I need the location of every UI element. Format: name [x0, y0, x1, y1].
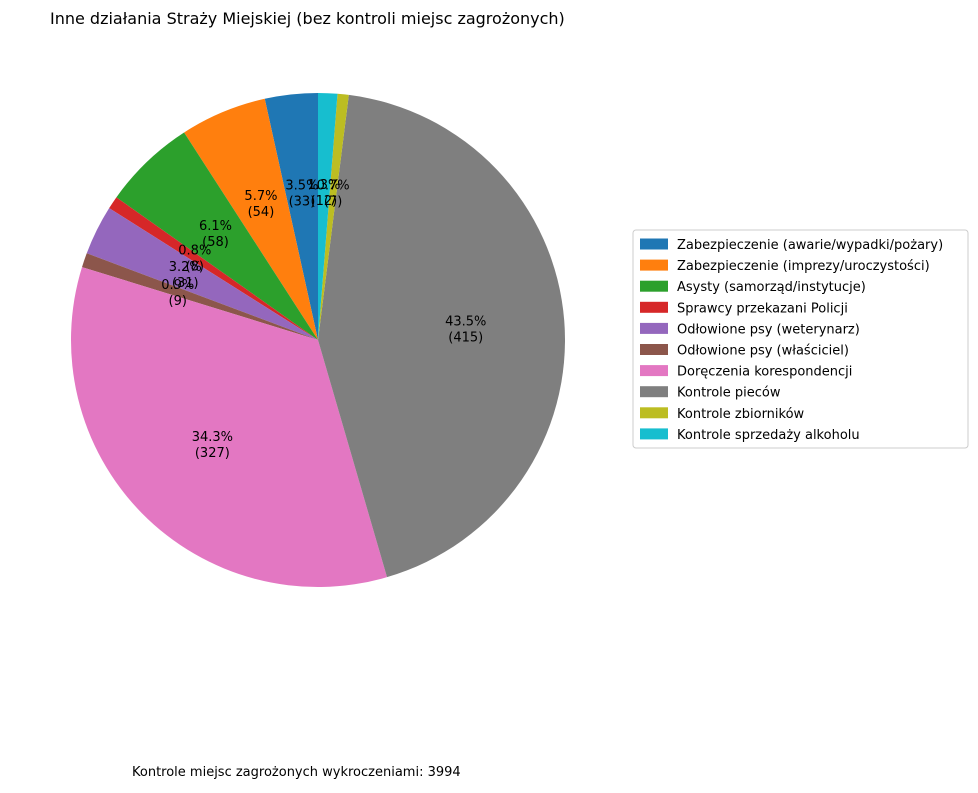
legend-label: Zabezpieczenie (awarie/wypadki/pożary) — [677, 238, 943, 253]
legend-swatch — [640, 407, 668, 419]
data-label: 1.3% (12) — [307, 178, 340, 209]
data-label: 34.3% (327) — [192, 430, 233, 461]
data-label: 5.7% (54) — [244, 189, 277, 220]
pie-slice — [86, 208, 318, 340]
legend-label: Odłowione psy (właściciel) — [677, 344, 849, 359]
legend-label: Asysty (samorząd/instytucje) — [677, 280, 866, 295]
legend-swatch — [640, 386, 668, 398]
legend-swatch — [640, 322, 668, 334]
data-label: 3.5% (33) — [285, 179, 318, 210]
data-label: 0.7% (7) — [317, 179, 350, 210]
legend-swatch — [640, 259, 668, 271]
legend-swatch — [640, 344, 668, 355]
chart-title: Inne działania Straży Miejskiej (bez kon… — [50, 9, 565, 28]
pie-slice — [109, 197, 318, 340]
legend-swatch — [640, 428, 668, 440]
legend-swatch — [640, 301, 668, 313]
legend-label: Kontrole pieców — [677, 386, 781, 401]
pie-slice — [318, 94, 566, 578]
legend-label: Sprawcy przekazani Policji — [677, 301, 848, 316]
data-label: 43.5% (415) — [445, 314, 486, 345]
pie-slice — [318, 93, 349, 340]
legend-label: Doręczenia korespondencji — [677, 365, 852, 380]
legend-label: Odłowione psy (weterynarz) — [677, 322, 860, 337]
data-label: 0.8% (8) — [178, 244, 211, 275]
legend-swatch — [640, 238, 668, 250]
legend-label: Kontrole sprzedaży alkoholu — [677, 428, 860, 443]
legend-label: Zabezpieczenie (imprezy/uroczystości) — [677, 259, 930, 274]
legend-box — [632, 229, 969, 449]
pie-slice — [184, 98, 318, 340]
data-label: 0.9% (9) — [161, 278, 194, 309]
legend-swatch — [640, 280, 668, 292]
pie-slice — [71, 267, 388, 588]
annotation: Kontrole miejsc zagrożonych wykroczeniam… — [132, 765, 461, 780]
pie-slice — [318, 93, 338, 340]
data-label: 6.1% (58) — [199, 219, 232, 250]
pie-slice — [264, 93, 318, 340]
data-label: 3.2% (31) — [169, 260, 202, 291]
legend-label: Kontrole zbiorników — [677, 407, 805, 422]
pie-slice — [82, 253, 319, 340]
legend-swatch — [640, 365, 668, 377]
pie-slice — [116, 132, 318, 340]
